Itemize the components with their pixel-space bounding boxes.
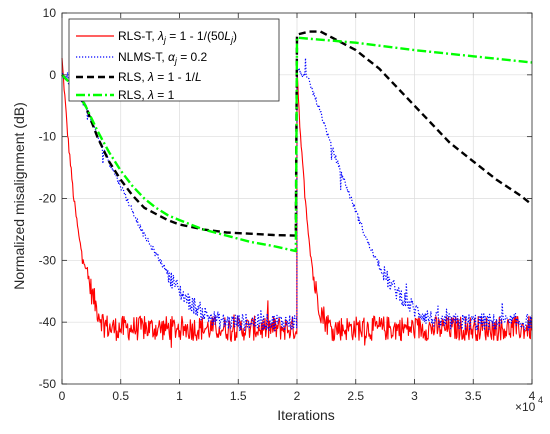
y-tick-label: -10 [39,130,57,144]
legend-label-rls-t: RLS-T, λj = 1 - 1/(50Lj) [118,29,237,45]
y-tick-label: -20 [39,192,57,206]
x-tick-label: 1 [176,389,183,403]
x-tick-label: 0 [59,389,66,403]
x-tick-label: 2 [294,389,301,403]
legend: RLS-T, λj = 1 - 1/(50Lj) NLMS-T, αj = 0.… [68,18,280,102]
series-lines [61,30,533,348]
legend-entry-rls-unity: RLS, λ = 1 [76,88,175,102]
series-rls-unity [61,36,533,253]
x-tick-label: 2.5 [347,389,364,403]
legend-label-rls-forgetting: RLS, λ = 1 - 1/L [118,70,202,84]
series-rls-t [61,57,533,348]
legend-label-rls-unity: RLS, λ = 1 [118,88,175,102]
y-tick-label: 10 [43,6,57,20]
x-axis-label: Iterations [277,407,335,423]
series-nlms-t [61,57,533,332]
x-multiplier-base: ×10 [515,400,536,414]
x-axis-multiplier: ×10 4 [515,395,543,414]
x-tick-label: 1.5 [230,389,247,403]
legend-box [68,18,280,102]
x-tick-label: 3 [411,389,418,403]
y-tick-label: 0 [49,68,56,82]
x-multiplier-exponent: 4 [538,395,543,405]
x-tick-label: 4 [529,389,536,403]
y-tick-label: -50 [39,377,57,391]
legend-entry-rls-forgetting: RLS, λ = 1 - 1/L [76,70,202,84]
x-tick-label: 0.5 [112,389,129,403]
y-tick-label: -30 [39,253,57,267]
x-tick-label: 3.5 [465,389,482,403]
y-axis-label: Normalized misalignment (dB) [11,102,27,290]
legend-entry-nlms-t: NLMS-T, αj = 0.2 [76,50,208,66]
y-tick-label: -40 [39,315,57,329]
axis-ticks: 0 0.5 1 1.5 2 2.5 3 3.5 4 -50 -40 -30 -20 -10 0 10 [39,6,536,403]
legend-label-nlms-t: NLMS-T, αj = 0.2 [118,50,208,66]
series-rls-forgetting [61,30,533,237]
legend-entry-rls-t: RLS-T, λj = 1 - 1/(50Lj) [76,29,237,45]
